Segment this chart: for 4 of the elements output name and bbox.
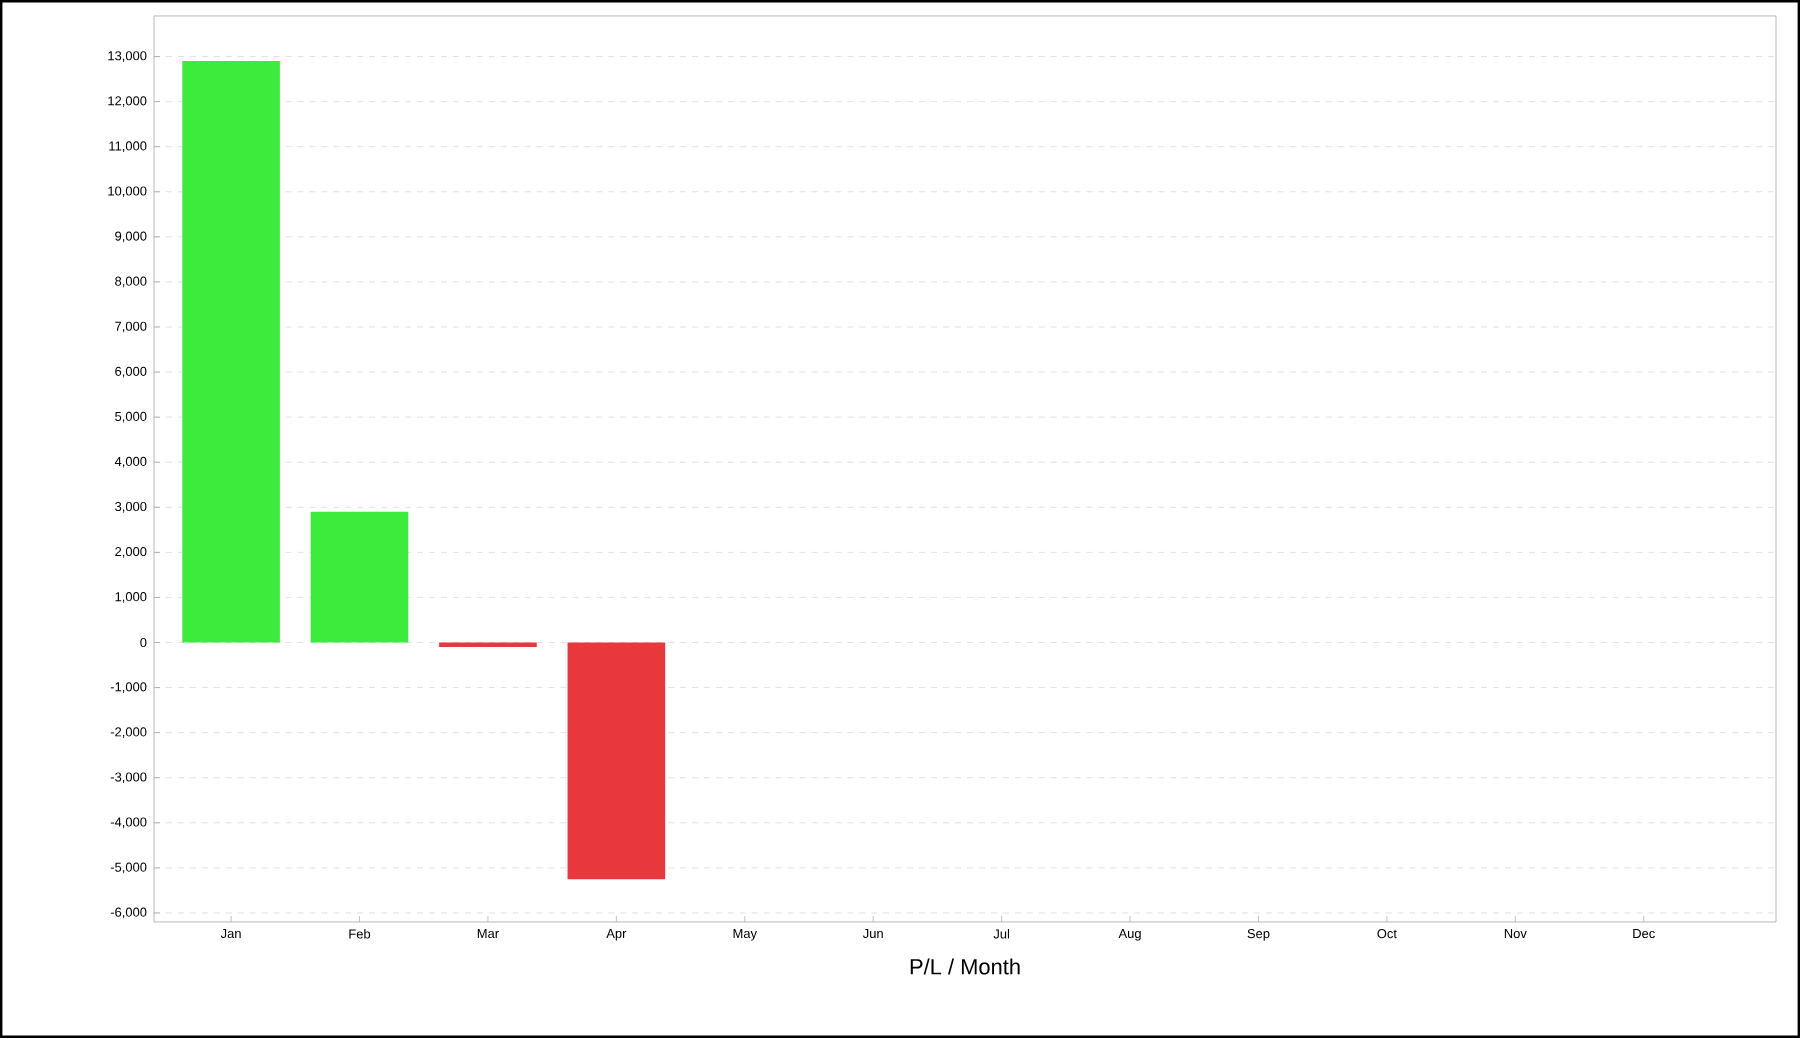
bar bbox=[310, 511, 409, 643]
x-axis-title: P/L / Month bbox=[910, 958, 1020, 975]
bar bbox=[182, 61, 280, 643]
bar bbox=[567, 642, 666, 880]
